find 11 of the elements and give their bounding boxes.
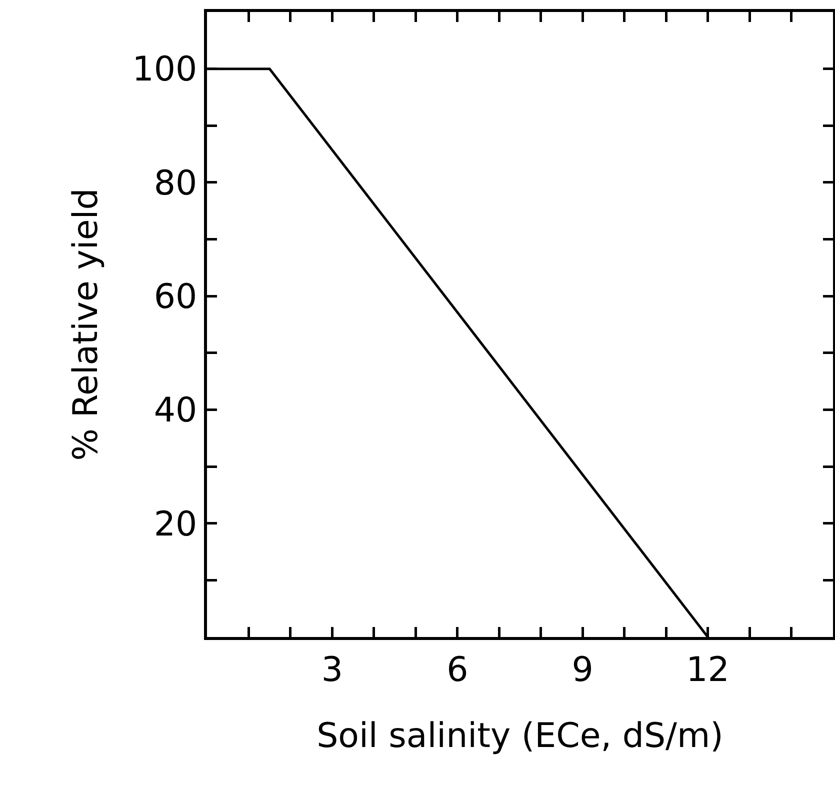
x-axis-title: Soil salinity (ECe, dS/m)	[316, 716, 724, 756]
y-axis-title: % Relative yield	[66, 188, 106, 461]
y-tick-label: 20	[154, 504, 198, 544]
y-tick-label: 100	[132, 50, 198, 90]
x-tick-label: 9	[572, 650, 594, 690]
x-tick-label: 12	[686, 650, 730, 690]
y-tick-label: 40	[154, 390, 198, 431]
x-tick-label: 6	[446, 650, 468, 690]
x-tick-label: 3	[321, 650, 344, 690]
y-tick-label: 80	[154, 163, 198, 204]
y-tick-label: 60	[154, 276, 198, 317]
